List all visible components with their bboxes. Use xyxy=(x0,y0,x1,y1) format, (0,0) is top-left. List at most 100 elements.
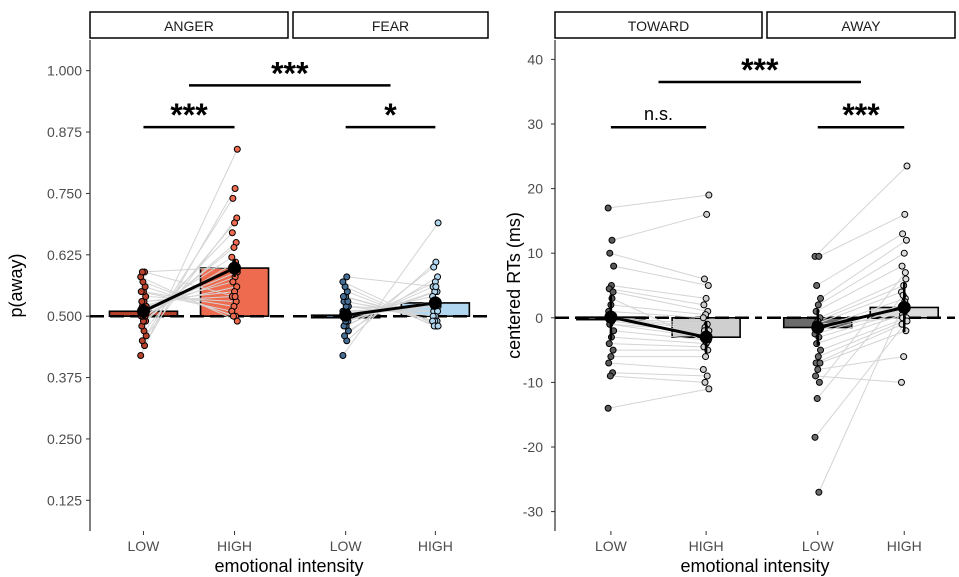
participant-line xyxy=(611,285,707,299)
data-point xyxy=(900,249,908,257)
data-point xyxy=(699,365,707,373)
significance-label: *** xyxy=(741,52,779,88)
participant-line xyxy=(342,281,439,327)
participant-line xyxy=(145,242,237,322)
participant-line xyxy=(610,304,706,316)
data-point xyxy=(813,395,821,403)
data-point xyxy=(815,252,823,260)
participant-line xyxy=(815,375,902,383)
participant-line xyxy=(143,291,235,302)
data-point xyxy=(704,282,712,289)
participant-line xyxy=(613,265,709,286)
data-point xyxy=(231,293,239,301)
y-tick-label: 40 xyxy=(527,51,543,67)
data-point xyxy=(817,346,825,354)
data-point xyxy=(605,359,613,367)
mean-marker xyxy=(339,308,353,322)
participant-line xyxy=(613,330,709,341)
data-point xyxy=(816,359,824,367)
significance-label: n.s. xyxy=(644,104,673,124)
participant-line xyxy=(612,291,708,312)
x-tick-label: HIGH xyxy=(689,538,724,554)
data-point xyxy=(705,191,713,199)
data-point xyxy=(233,317,241,325)
participant-line xyxy=(814,165,908,257)
facet-strip xyxy=(292,11,489,39)
participant-line xyxy=(815,265,903,312)
significance-label: *** xyxy=(170,97,208,133)
y-tick-label: 0.625 xyxy=(47,247,82,263)
data-point xyxy=(138,268,146,276)
data-point xyxy=(228,253,236,261)
participant-line xyxy=(817,356,904,370)
data-point xyxy=(339,351,347,359)
data-point xyxy=(699,314,707,322)
data-point xyxy=(432,283,440,291)
data-point xyxy=(607,353,615,361)
y-tick-label: 0.500 xyxy=(47,308,82,324)
data-point xyxy=(137,351,145,359)
participant-line xyxy=(144,276,236,312)
mean-line xyxy=(345,301,436,317)
participant-line xyxy=(818,310,905,338)
x-tick-label: HIGH xyxy=(418,538,453,554)
y-tick-label: 0.375 xyxy=(47,370,82,386)
data-point xyxy=(137,288,145,296)
data-point xyxy=(229,312,237,320)
y-axis-title: p(away) xyxy=(6,253,26,317)
participant-line xyxy=(815,323,903,364)
significance-label: *** xyxy=(842,97,880,133)
data-point xyxy=(703,372,711,380)
data-point xyxy=(608,236,616,244)
participant-line xyxy=(608,362,704,370)
participant-line xyxy=(610,375,706,383)
y-tick-label: 20 xyxy=(527,181,543,197)
participant-line xyxy=(347,291,438,322)
mean-marker xyxy=(428,296,442,310)
facet-toward: TOWARD LOW HIGH xyxy=(554,11,763,554)
data-point xyxy=(902,275,910,283)
data-point xyxy=(898,262,906,270)
data-point xyxy=(901,210,909,218)
participant-line xyxy=(820,239,907,299)
facet-fear: FEAR LOW HIGH xyxy=(292,11,489,554)
facet-strip-label: ANGER xyxy=(164,18,214,34)
data-point xyxy=(138,297,146,305)
participant-line xyxy=(815,291,902,325)
mean-line xyxy=(610,315,707,339)
y-axis-title: centered RTs (ms) xyxy=(504,212,524,359)
participant-line xyxy=(609,288,704,306)
y-tick-label: 0.750 xyxy=(47,185,82,201)
data-point xyxy=(703,210,711,218)
facet-anger: ANGER LOW HIGH xyxy=(89,11,289,554)
data-point xyxy=(606,372,614,380)
x-axis-title: emotional intensity xyxy=(680,556,829,576)
data-point xyxy=(233,145,241,153)
participant-line xyxy=(142,281,234,307)
data-point xyxy=(605,340,613,348)
x-tick-label: LOW xyxy=(802,538,835,554)
data-point xyxy=(815,378,823,386)
participant-line xyxy=(344,286,435,327)
data-point xyxy=(705,385,713,393)
participant-line xyxy=(820,317,907,351)
data-point xyxy=(897,378,905,386)
participant-line xyxy=(346,261,437,342)
mean-marker xyxy=(811,320,825,334)
data-point xyxy=(901,269,909,277)
data-point xyxy=(903,162,911,170)
participant-line xyxy=(608,388,709,409)
data-point xyxy=(814,301,822,309)
data-point xyxy=(817,294,825,302)
data-point xyxy=(812,372,820,380)
mean-marker xyxy=(897,300,911,314)
data-point xyxy=(229,194,237,202)
data-point xyxy=(339,293,347,301)
y-tick-label: -10 xyxy=(523,374,543,390)
facet-strip-label: AWAY xyxy=(841,18,881,34)
data-point xyxy=(138,337,146,345)
x-tick-label: HIGH xyxy=(217,538,252,554)
participant-line xyxy=(819,278,907,319)
participant-line xyxy=(342,222,439,356)
data-point xyxy=(434,322,442,330)
